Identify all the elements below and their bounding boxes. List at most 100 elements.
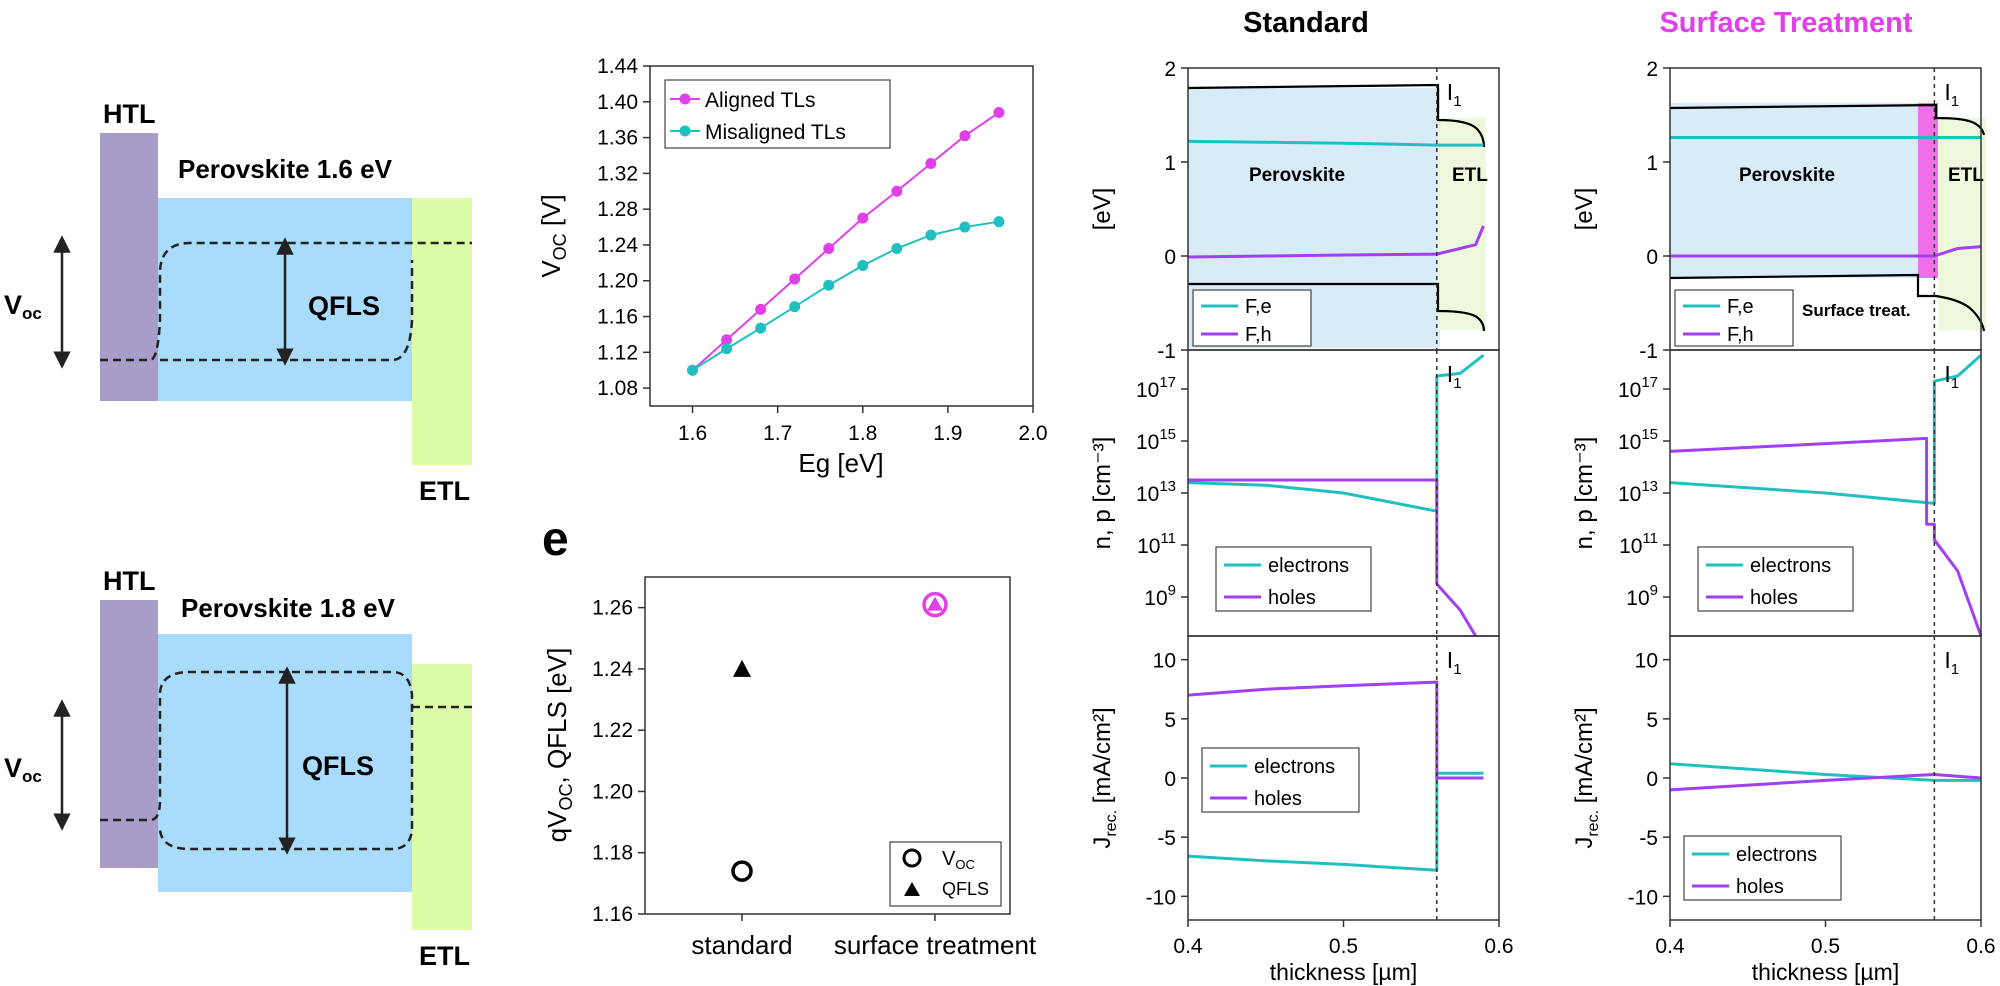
legend-label: holes bbox=[1268, 587, 1316, 609]
legend-qfls-label: QFLS bbox=[942, 879, 989, 899]
y-tick-label: 1011 bbox=[1619, 530, 1658, 558]
interface-label: I1 bbox=[1944, 647, 1959, 678]
schematic-1-etl-label: ETL bbox=[419, 476, 470, 506]
y-tick-label: 0 bbox=[1164, 246, 1176, 269]
data-point bbox=[959, 130, 971, 142]
y-tick-label: 1.20 bbox=[592, 780, 633, 803]
y-tick-label: 10 bbox=[1635, 650, 1658, 673]
series-line-holes bbox=[1669, 772, 1982, 792]
panel-legend bbox=[1192, 289, 1312, 347]
data-point bbox=[891, 185, 903, 197]
qfls-marker-surface bbox=[927, 596, 943, 611]
x-tick-label: 1.8 bbox=[848, 422, 877, 445]
y-tick-label: -1 bbox=[1639, 340, 1658, 363]
voc-marker-standard bbox=[731, 860, 753, 882]
standard-band-panel: Perovskite ETL bbox=[1187, 83, 1488, 348]
voc-vs-eg-legend: Aligned TLs Misaligned TLs bbox=[664, 79, 891, 149]
y-tick-label: 1017 bbox=[1136, 374, 1176, 402]
standard-current-panel bbox=[1187, 680, 1484, 872]
series-line-holes bbox=[1187, 680, 1484, 780]
category-label: surface treatment bbox=[834, 930, 1037, 960]
x-tick-label: 0.5 bbox=[1329, 935, 1358, 958]
y-tick-label: 109 bbox=[1144, 582, 1176, 610]
schematic-1-htl-label: HTL bbox=[103, 99, 155, 129]
y-tick-label: 0 bbox=[1646, 768, 1658, 791]
qvoc-qfls-y-axis-label: qVOC, QFLS [eV] bbox=[542, 648, 576, 843]
surface-band-panel: Perovskite ETL Surface treat. bbox=[1669, 103, 1986, 332]
y-tick-label: 0 bbox=[1646, 246, 1658, 269]
schematic-2-htl-label: HTL bbox=[103, 566, 155, 596]
standard-perovskite-label: Perovskite bbox=[1249, 165, 1345, 186]
y-tick-label: 1.36 bbox=[597, 127, 638, 150]
y-tick-label: 5 bbox=[1164, 709, 1176, 732]
schematic-1-qfls-label: QFLS bbox=[308, 291, 380, 321]
x-tick-label: 2.0 bbox=[1018, 422, 1047, 445]
qvoc-qfls-legend: VOC QFLS bbox=[889, 841, 1002, 907]
legend-label: holes bbox=[1254, 788, 1302, 810]
y-tick-label: -5 bbox=[1157, 827, 1176, 850]
schematic-1-etl-block bbox=[412, 198, 472, 465]
column-title-surface: Surface Treatment bbox=[1659, 7, 1912, 39]
y-tick-label: 0 bbox=[1164, 768, 1176, 791]
data-point bbox=[755, 322, 767, 334]
data-point bbox=[823, 243, 835, 255]
x-tick-label: 0.6 bbox=[1484, 935, 1513, 958]
x-tick-label: 1.9 bbox=[933, 422, 962, 445]
data-point bbox=[687, 364, 699, 376]
y-tick-label: 1.32 bbox=[597, 162, 638, 185]
schematic-2-quasi-fermi-levels bbox=[100, 670, 472, 851]
data-point bbox=[789, 273, 801, 285]
y-axis-label: Jrec. [mA/cm²] bbox=[1571, 707, 1602, 848]
data-point bbox=[857, 212, 869, 224]
interface-label: I1 bbox=[1447, 79, 1462, 110]
series-line-fh bbox=[1670, 245, 1982, 258]
schematic-2-htl-block bbox=[100, 600, 158, 868]
standard-conduction-band bbox=[1187, 83, 1486, 148]
legend-label: F,e bbox=[1727, 296, 1754, 318]
y-tick-label: 1015 bbox=[1618, 426, 1658, 454]
interface-label: I1 bbox=[1944, 361, 1959, 392]
x-tick-label: 0.5 bbox=[1811, 935, 1840, 958]
panel-legend bbox=[1201, 747, 1360, 813]
legend-label: holes bbox=[1736, 876, 1784, 898]
y-tick-label: 1017 bbox=[1618, 374, 1658, 402]
schematic-1-voc-label: Voc bbox=[4, 290, 42, 323]
voc-vs-eg-chart: 1.6 1.7 1.8 1.9 2.0 1.08 1.12 1.16 1.20 1.24 1.28 1… bbox=[536, 55, 1048, 478]
y-tick-label: 1.28 bbox=[597, 198, 638, 221]
schematic-1-perovskite-label: Perovskite 1.6 eV bbox=[178, 154, 393, 184]
series-line-0 bbox=[691, 111, 1000, 371]
y-tick-label: 1.24 bbox=[592, 658, 633, 681]
legend-label: electrons bbox=[1736, 844, 1817, 866]
qvoc-qfls-plot-frame bbox=[644, 576, 1011, 915]
y-axis-label: Jrec. [mA/cm²] bbox=[1089, 707, 1120, 848]
y-tick-label: 1.40 bbox=[597, 91, 638, 114]
series-line-electrons bbox=[1187, 354, 1485, 513]
y-tick-label: 1.16 bbox=[597, 306, 638, 329]
y-axis-label: n, p [cm⁻³] bbox=[1089, 437, 1116, 550]
legend-label: electrons bbox=[1268, 555, 1349, 577]
x-axis-label: thickness [µm] bbox=[1270, 959, 1417, 985]
y-tick-label: 1.12 bbox=[597, 341, 638, 364]
panel-legend bbox=[1697, 546, 1854, 612]
legend-label: holes bbox=[1750, 587, 1798, 609]
y-tick-label: 5 bbox=[1646, 709, 1658, 732]
data-point bbox=[755, 303, 767, 315]
legend-aligned-label: Aligned TLs bbox=[705, 89, 816, 112]
legend-label: F,h bbox=[1727, 324, 1754, 346]
panel-e-label: e bbox=[542, 513, 569, 566]
data-point bbox=[891, 243, 903, 255]
legend-label: F,e bbox=[1245, 296, 1272, 318]
series-line-1 bbox=[692, 220, 1000, 372]
y-tick-label: 1.26 bbox=[592, 597, 633, 620]
y-tick-label: 1 bbox=[1164, 152, 1176, 175]
y-axis-label: [eV] bbox=[1089, 188, 1116, 231]
standard-etl-label: ETL bbox=[1452, 165, 1488, 186]
y-tick-label: -5 bbox=[1639, 827, 1658, 850]
schematic-2-voc-label: Voc bbox=[4, 753, 42, 786]
interface-label: I1 bbox=[1447, 647, 1462, 678]
data-point bbox=[823, 279, 835, 291]
x-tick-label: 1.6 bbox=[678, 422, 707, 445]
data-point bbox=[721, 343, 733, 355]
y-tick-label: 1013 bbox=[1136, 478, 1176, 506]
data-point bbox=[925, 229, 937, 241]
